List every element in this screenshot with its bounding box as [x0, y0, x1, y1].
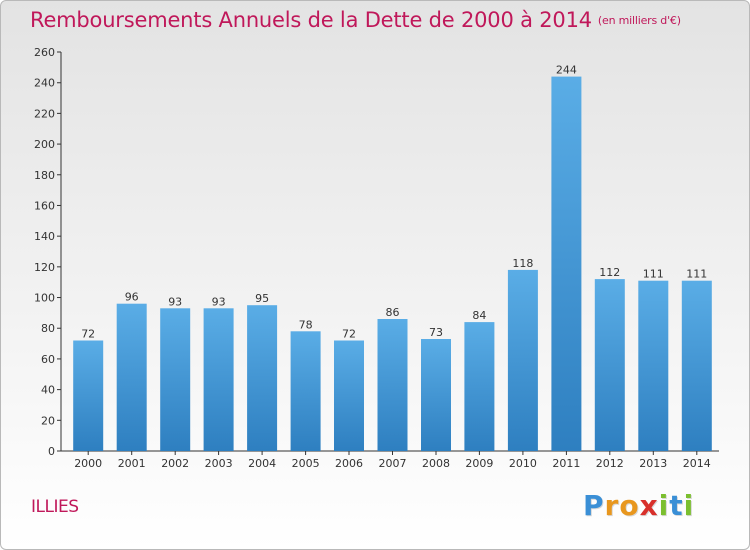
logo-letter: P [583, 489, 605, 522]
x-tick-label: 2012 [596, 457, 624, 470]
y-tick-label: 0 [48, 445, 55, 458]
x-tick-label: 2008 [422, 457, 450, 470]
y-tick-label: 60 [41, 353, 55, 366]
bar [73, 340, 104, 451]
bar-value-label: 112 [599, 266, 620, 279]
bar [116, 303, 147, 451]
x-tick-label: 2002 [161, 457, 189, 470]
bar-value-label: 118 [512, 257, 533, 270]
bar-value-label: 111 [686, 268, 707, 281]
y-tick-label: 40 [41, 384, 55, 397]
bar-value-label: 96 [125, 291, 139, 304]
y-tick-label: 240 [34, 77, 55, 90]
bar-value-label: 111 [643, 268, 664, 281]
bar [464, 322, 495, 451]
bar [681, 280, 712, 451]
x-tick-label: 2013 [639, 457, 667, 470]
x-tick-label: 2001 [118, 457, 146, 470]
y-tick-label: 120 [34, 261, 55, 274]
bar [551, 76, 582, 451]
x-tick-label: 2007 [379, 457, 407, 470]
y-tick-label: 20 [41, 414, 55, 427]
logo-letter: r [604, 489, 620, 522]
x-tick-label: 2004 [248, 457, 276, 470]
chart-title-text: Remboursements Annuels de la Dette de 20… [30, 8, 592, 32]
y-tick-label: 260 [34, 46, 55, 59]
x-tick-label: 2000 [74, 457, 102, 470]
chart-title: Remboursements Annuels de la Dette de 20… [30, 8, 681, 32]
x-tick-label: 2005 [292, 457, 320, 470]
logo-letter: x [639, 489, 659, 522]
bar [638, 280, 669, 451]
y-axis: 0 20 40 60 80 100 120 140 160 180 200 220 240 260 [34, 46, 62, 458]
bar [160, 308, 191, 451]
y-tick-label: 180 [34, 169, 55, 182]
x-tick-label: 2011 [552, 457, 580, 470]
bar [507, 269, 538, 451]
bar [334, 340, 364, 451]
y-tick-label: 80 [41, 322, 55, 335]
proxiti-logo: Proxiti [583, 489, 694, 522]
bars-group: 72 96 93 93 95 78 72 86 73 84 118 244 112 111 111 [73, 64, 712, 451]
bar-value-label: 86 [386, 306, 400, 319]
bar-value-label: 244 [556, 64, 577, 77]
bar [421, 339, 451, 451]
logo-letter: t [669, 489, 684, 522]
logo-letter: i [683, 489, 695, 522]
y-tick-label: 160 [34, 199, 55, 212]
bar [247, 305, 278, 451]
y-tick-label: 100 [34, 292, 55, 305]
bar-value-label: 93 [212, 295, 226, 308]
logo-letter: i [658, 489, 670, 522]
bar [290, 331, 321, 451]
bar-value-label: 93 [168, 295, 182, 308]
bar-value-label: 95 [255, 292, 269, 305]
bar-value-label: 84 [472, 309, 486, 322]
bar [377, 319, 408, 451]
logo-letter: o [619, 489, 640, 522]
bar-value-label: 73 [429, 326, 443, 339]
bar-value-label: 72 [81, 328, 95, 341]
x-tick-label: 2010 [509, 457, 537, 470]
chart-subtitle: (en milliers d'€) [597, 14, 681, 27]
y-tick-label: 140 [34, 230, 55, 243]
bar-value-label: 78 [299, 318, 313, 331]
bar [594, 279, 625, 451]
town-name: ILLIES [31, 497, 79, 517]
y-tick-label: 200 [34, 138, 55, 151]
bar-value-label: 72 [342, 328, 356, 341]
x-tick-label: 2014 [683, 457, 711, 470]
y-tick-label: 220 [34, 107, 55, 120]
x-tick-label: 2006 [335, 457, 363, 470]
bar [203, 308, 234, 451]
x-tick-label: 2003 [205, 457, 233, 470]
x-axis: 2000 2001 2002 2003 2004 2005 2006 2007 2008 2009… [61, 450, 719, 470]
x-tick-label: 2009 [465, 457, 493, 470]
